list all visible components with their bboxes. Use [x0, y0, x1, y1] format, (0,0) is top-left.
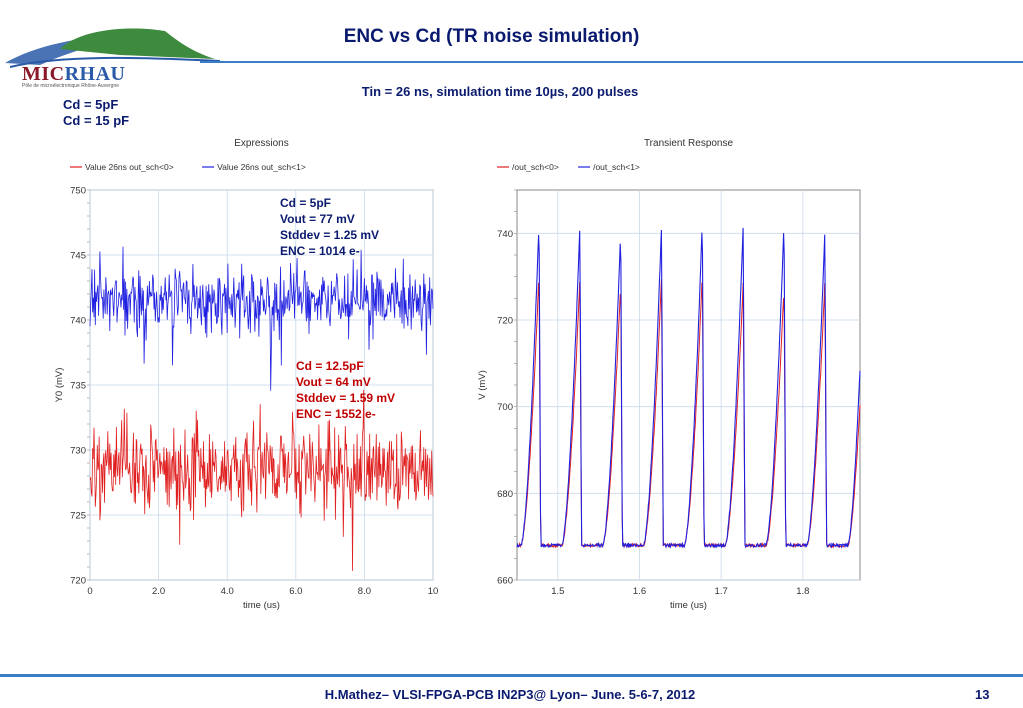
logo-text: MICRHAU	[22, 63, 126, 85]
expressions-chart: Expressions Value 26ns out_sch<0> Value 26…	[54, 138, 439, 610]
x-tick-label: 4.0	[221, 586, 234, 597]
cd-list: Cd = 5pF Cd = 15 pF	[63, 97, 129, 129]
chart-title: Transient Response	[644, 138, 734, 149]
page-number: 13	[975, 687, 990, 702]
y-tick-label: 735	[70, 381, 86, 392]
x-tick-label: 10	[428, 586, 439, 597]
cd-line: Cd = 15 pF	[63, 113, 130, 128]
annotation-line: Vout = 77 mV	[280, 212, 355, 226]
y-axis-label: Y0 (mV)	[54, 368, 65, 403]
y-tick-label: 750	[70, 186, 86, 197]
cd-line: Cd = 5pF	[63, 97, 119, 112]
x-tick-label: 8.0	[358, 586, 371, 597]
x-tick-label: 1.5	[551, 586, 564, 597]
x-tick-label: 1.6	[633, 586, 646, 597]
x-tick-label: 0	[87, 586, 92, 597]
x-tick-label: 1.8	[796, 586, 809, 597]
transient-chart: Transient Response/out_sch<0> /out_sch<1>…	[477, 138, 861, 610]
annotation-line: Stddev = 1.59 mV	[296, 391, 396, 405]
annotation-line: Cd = 5pF	[280, 196, 332, 210]
y-tick-label: 700	[497, 402, 513, 413]
chart-title: Expressions	[234, 138, 288, 149]
x-tick-label: 6.0	[289, 586, 302, 597]
x-axis-label: time (us)	[243, 600, 280, 610]
logo-tagline: Pôle de microélectronique Rhône-Auvergne	[22, 83, 120, 89]
y-tick-label: 725	[70, 511, 86, 522]
annotation-line: ENC = 1014 e-	[280, 244, 360, 258]
series-line	[516, 227, 861, 549]
annotation-line: ENC = 1552 e-	[296, 407, 376, 421]
header-rule	[200, 61, 1023, 63]
y-tick-label: 660	[497, 576, 513, 587]
logo-swoosh-icon	[5, 28, 221, 68]
red-annotation: Cd = 12.5pF Vout = 64 mV Stddev = 1.59 m…	[296, 358, 395, 422]
y-tick-label: 740	[70, 316, 86, 327]
y-tick-label: 720	[497, 316, 513, 327]
y-tick-label: 680	[497, 489, 513, 500]
legend-label: Value 26ns out_sch<0>	[85, 162, 174, 172]
footer-text: H.Mathez– VLSI-FPGA-PCB IN2P3@ Lyon– Jun…	[324, 687, 696, 702]
slide-subtitle: Tin = 26 ns, simulation time 10µs, 200 p…	[361, 84, 639, 99]
x-axis-label: time (us)	[670, 600, 707, 610]
y-tick-label: 745	[70, 251, 86, 262]
legend-label: /out_sch<0>	[512, 162, 559, 172]
y-tick-label: 730	[70, 446, 86, 457]
y-axis-label: V (mV)	[477, 370, 488, 400]
legend-label: Value 26ns out_sch<1>	[217, 162, 306, 172]
annotation-line: Cd = 12.5pF	[296, 359, 364, 373]
y-tick-label: 740	[497, 229, 513, 240]
slide-title: ENC vs Cd (TR noise simulation)	[343, 26, 640, 47]
series-line	[89, 389, 434, 571]
y-tick-label: 720	[70, 576, 86, 587]
logo	[0, 25, 230, 95]
legend-label: /out_sch<1>	[593, 162, 640, 172]
footer-rule	[0, 674, 1023, 677]
series-line	[89, 246, 434, 391]
x-tick-label: 1.7	[715, 586, 728, 597]
blue-annotation: Cd = 5pF Vout = 77 mV Stddev = 1.25 mV E…	[280, 195, 379, 259]
annotation-line: Vout = 64 mV	[296, 375, 371, 389]
annotation-line: Stddev = 1.25 mV	[280, 228, 380, 242]
x-tick-label: 2.0	[152, 586, 165, 597]
